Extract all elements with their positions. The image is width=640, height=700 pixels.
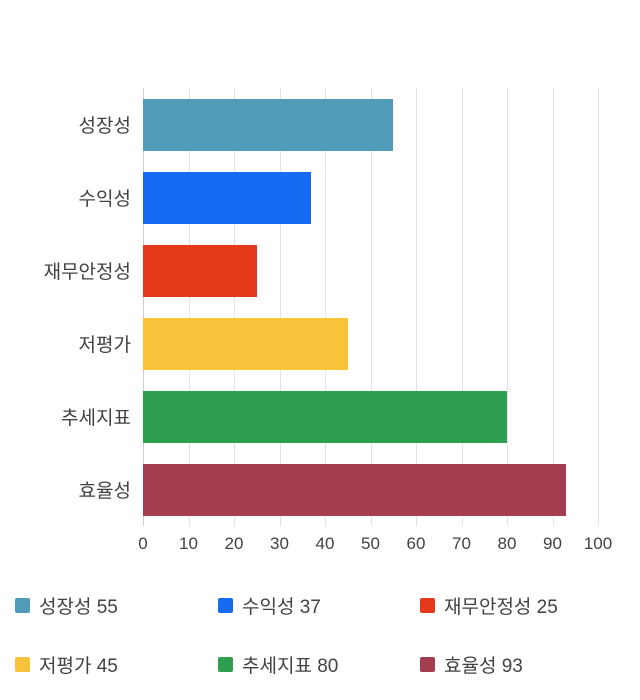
legend-item: 효율성 93: [420, 651, 640, 678]
x-tick-label: 50: [361, 534, 380, 553]
x-tick-label: 10: [179, 534, 198, 553]
chart-legend: 성장성 55 수익성 37 재무안정성 25 저평가 45 추세지표 80 효율성 93: [0, 592, 640, 678]
x-tick-label: 90: [543, 534, 562, 553]
x-tick-label: 30: [270, 534, 289, 553]
gridline: [370, 88, 372, 526]
legend-item: 저평가 45: [15, 651, 218, 678]
x-tick-label: 60: [406, 534, 426, 553]
legend-swatch-icon: [420, 598, 435, 613]
bar-row: [143, 88, 598, 161]
legend-swatch-icon: [15, 657, 30, 672]
legend-label: 추세지표 80: [242, 656, 339, 677]
legend-item: 추세지표 80: [218, 651, 420, 678]
x-axis: 0 10 20 30 40 50 60 70 80 90 100: [138, 534, 612, 556]
legend-label: 수익성 37: [242, 597, 321, 618]
gridline: [279, 88, 281, 526]
legend-swatch-icon: [218, 657, 233, 672]
x-tick-label: 40: [315, 534, 335, 553]
gridline: [325, 88, 326, 526]
gridline: [188, 88, 190, 526]
gridline: [598, 88, 599, 526]
bar-5: [143, 463, 567, 516]
bars-container: [143, 88, 598, 526]
gridline: [461, 88, 463, 526]
legend-swatch-icon: [15, 598, 30, 613]
gridline: [143, 88, 144, 526]
bar-4: [143, 390, 507, 443]
legend-item: 성장성 55: [15, 592, 218, 619]
gridline: [416, 88, 417, 526]
gridlines: [143, 88, 599, 526]
category-label: 추세지표: [61, 408, 131, 429]
bar-row: [143, 307, 598, 380]
plot-area: [143, 88, 599, 526]
x-tick-label: 70: [452, 534, 471, 553]
legend-label: 재무안정성 25: [444, 597, 558, 618]
category-label: 재무안정성: [43, 262, 131, 283]
gridline: [234, 88, 235, 526]
x-tick-label: 100: [583, 534, 613, 553]
legend-label: 효율성 93: [444, 656, 523, 677]
legend-swatch-icon: [218, 598, 233, 613]
x-tick-label: 0: [138, 534, 148, 553]
bar-row: [143, 234, 598, 307]
category-label: 수익성: [78, 189, 131, 210]
gridline: [552, 88, 554, 526]
bar-0: [143, 98, 394, 151]
bar-row: [143, 380, 598, 453]
bar-row: [143, 161, 598, 234]
legend-label: 성장성 55: [39, 597, 118, 618]
legend-swatch-icon: [420, 657, 435, 672]
bar-1: [143, 171, 312, 224]
legend-label: 저평가 45: [39, 656, 118, 677]
category-label: 성장성: [78, 116, 131, 137]
legend-item: 수익성 37: [218, 592, 420, 619]
legend-item: 재무안정성 25: [420, 592, 640, 619]
bar-row: [143, 453, 598, 526]
x-tick-label: 80: [497, 534, 517, 553]
x-tick-label: 20: [224, 534, 244, 553]
bar-2: [143, 244, 257, 297]
bar-3: [143, 317, 348, 370]
gridline: [507, 88, 508, 526]
category-label: 저평가: [78, 335, 131, 356]
category-label: 효율성: [78, 481, 131, 502]
